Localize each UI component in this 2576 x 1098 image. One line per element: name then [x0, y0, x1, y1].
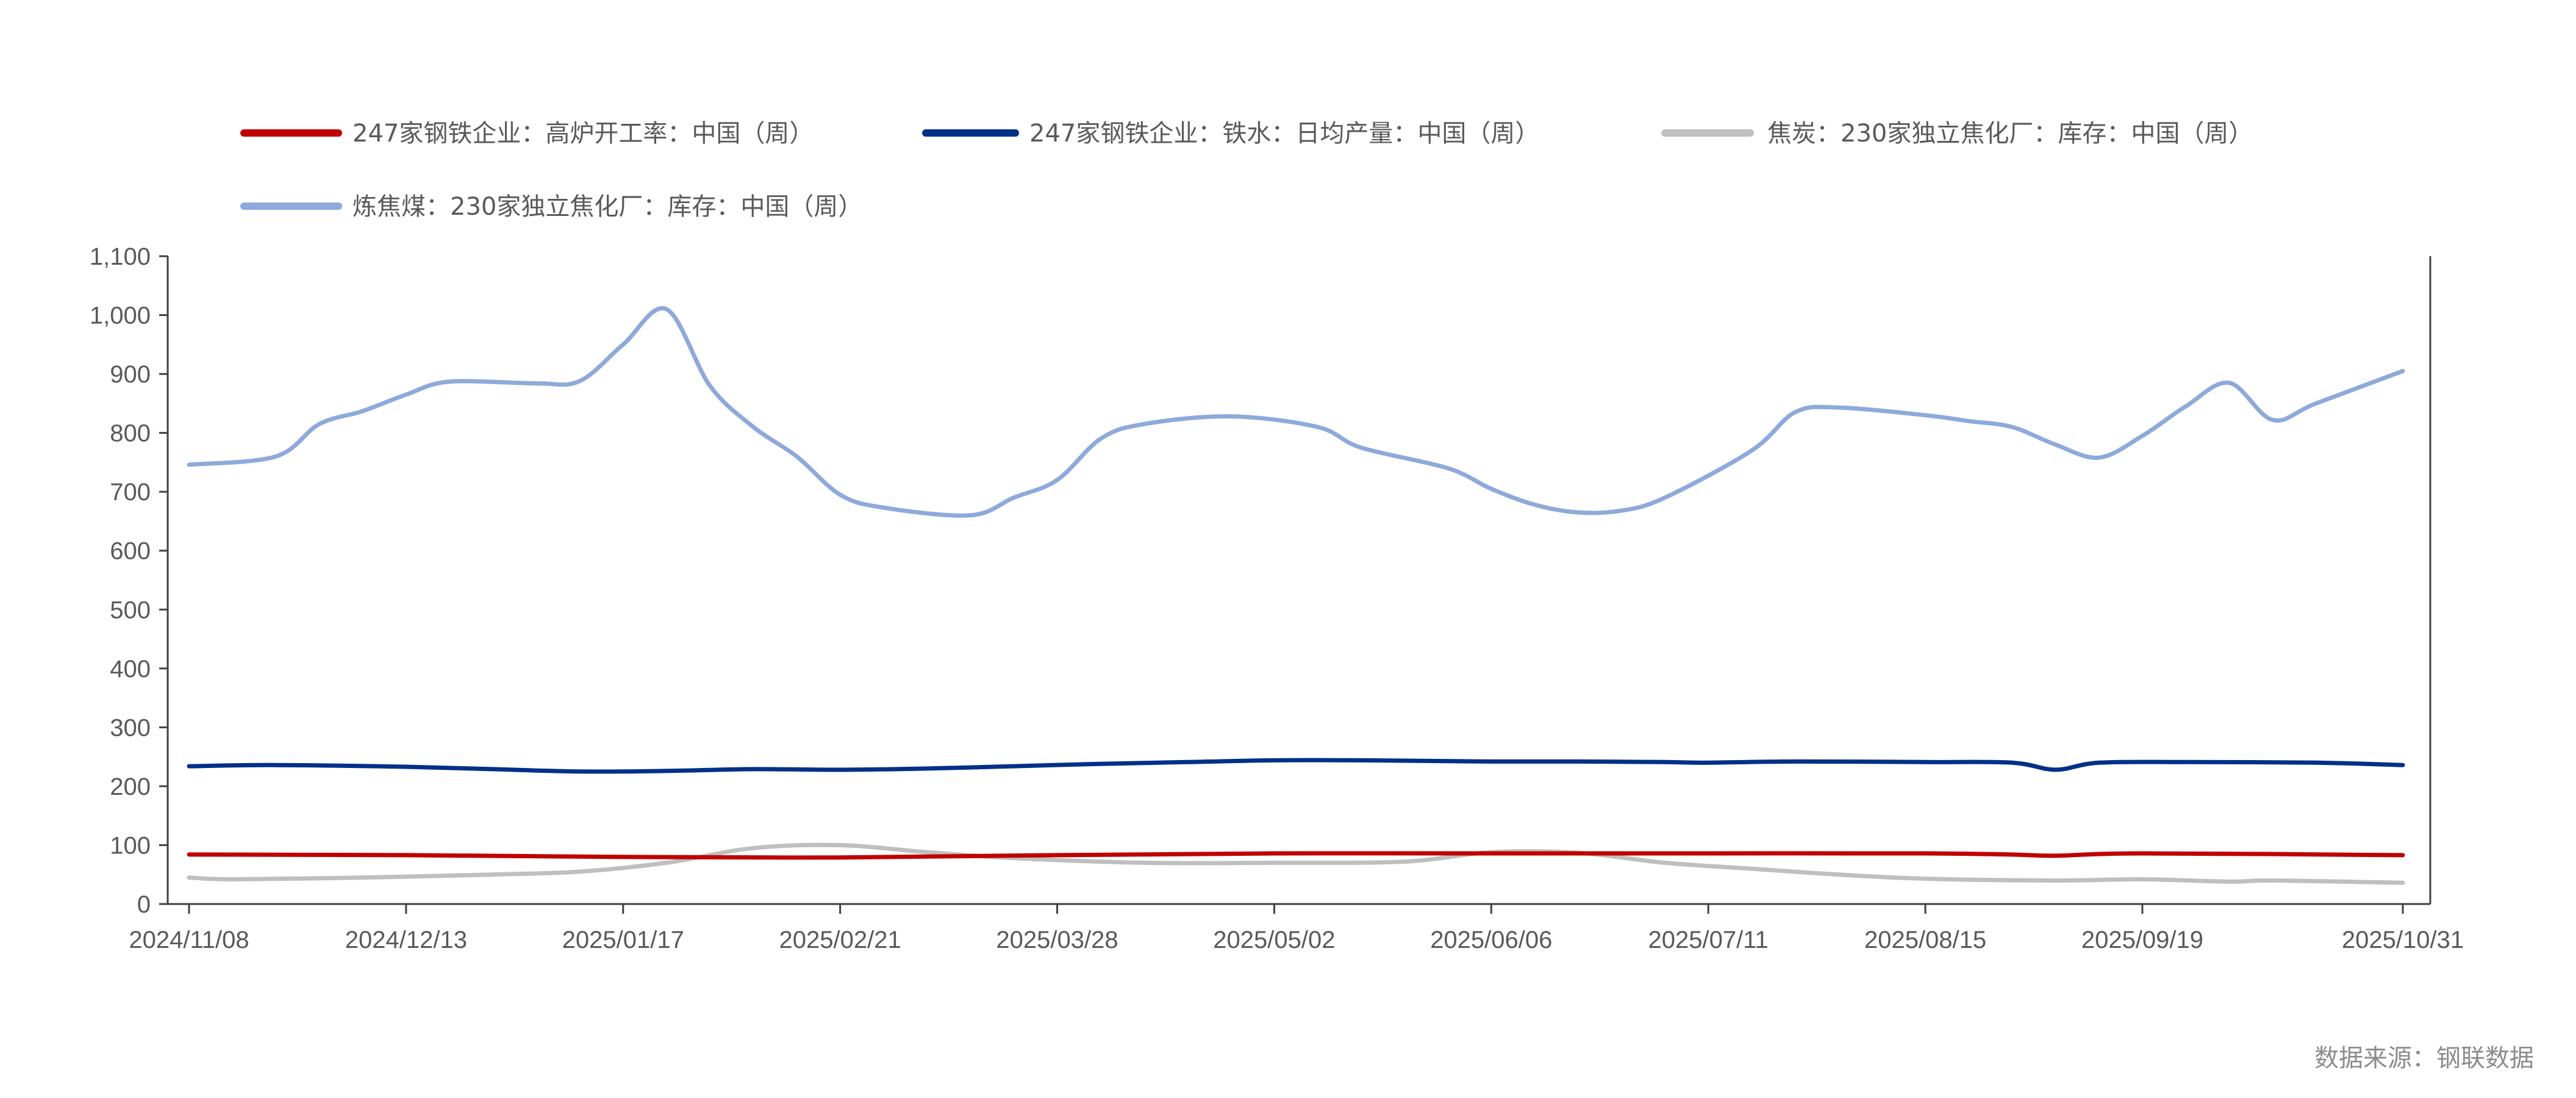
y-tick-label: 900	[110, 361, 151, 388]
y-tick-label: 800	[110, 420, 151, 447]
y-tick-label: 700	[110, 479, 151, 506]
x-tick-label: 2024/11/08	[129, 927, 249, 953]
series-line-hot-metal-output	[187, 758, 2405, 774]
series-lines	[187, 306, 2405, 885]
y-tick-label: 200	[110, 773, 151, 800]
x-tick-label: 2025/03/28	[996, 927, 1118, 953]
x-tick-label: 2025/09/19	[2081, 927, 2203, 953]
legend-item-coke: 焦炭：230家独立焦化厂：库存：中国（周）	[1661, 120, 2253, 148]
x-tick-label: 2025/07/11	[1648, 927, 1769, 953]
series-line-coke-inventory	[187, 842, 2405, 885]
x-tick-label: 2025/02/21	[779, 927, 901, 953]
legend-label: 炼焦煤：230家独立焦化厂：库存：中国（周）	[352, 193, 862, 221]
y-tick-label: 100	[110, 832, 151, 859]
x-tick-label: 2025/08/15	[1864, 927, 1986, 953]
y-tick-label: 400	[110, 656, 151, 683]
legend-label: 焦炭：230家独立焦化厂：库存：中国（周）	[1767, 120, 2253, 148]
series-line-blast-furnace-rate	[187, 851, 2405, 860]
legend-label: 247家钢铁企业：高炉开工率：中国（周）	[352, 120, 814, 148]
legend: 247家钢铁企业：高炉开工率：中国（周） 247家钢铁企业：铁水：日均产量：中国…	[240, 120, 2253, 221]
x-tick-label: 2025/06/06	[1430, 927, 1552, 953]
series-line-coking-coal-inventory	[187, 306, 2405, 518]
x-tick-label: 2025/10/31	[2342, 927, 2464, 953]
source-note: 数据来源：钢联数据	[2314, 1044, 2534, 1072]
x-tick-label: 2025/05/02	[1213, 927, 1335, 953]
axes: 0 100 200 300 400 500 600 700 800 900 1,000 1,100 2…	[90, 243, 2464, 953]
x-ticks: 2024/11/08 2024/12/13 2025/01/17 2025/02/21…	[129, 904, 2464, 953]
y-tick-label: 1,100	[90, 243, 151, 270]
legend-label: 247家钢铁企业：铁水：日均产量：中国（周）	[1029, 120, 1539, 148]
legend-item-blast-furnace: 247家钢铁企业：高炉开工率：中国（周）	[240, 120, 814, 148]
legend-item-coking-coal: 炼焦煤：230家独立焦化厂：库存：中国（周）	[240, 193, 862, 221]
x-tick-label: 2024/12/13	[345, 927, 467, 953]
y-tick-label: 1,000	[90, 303, 151, 329]
y-ticks: 0 100 200 300 400 500 600 700 800 900 1,000 1,100	[90, 243, 168, 918]
y-tick-label: 0	[137, 891, 151, 918]
y-tick-label: 300	[110, 714, 151, 741]
y-tick-label: 500	[110, 597, 151, 623]
legend-item-hot-metal: 247家钢铁企业：铁水：日均产量：中国（周）	[922, 120, 1539, 148]
y-tick-label: 600	[110, 538, 151, 565]
x-tick-label: 2025/01/17	[562, 927, 684, 953]
